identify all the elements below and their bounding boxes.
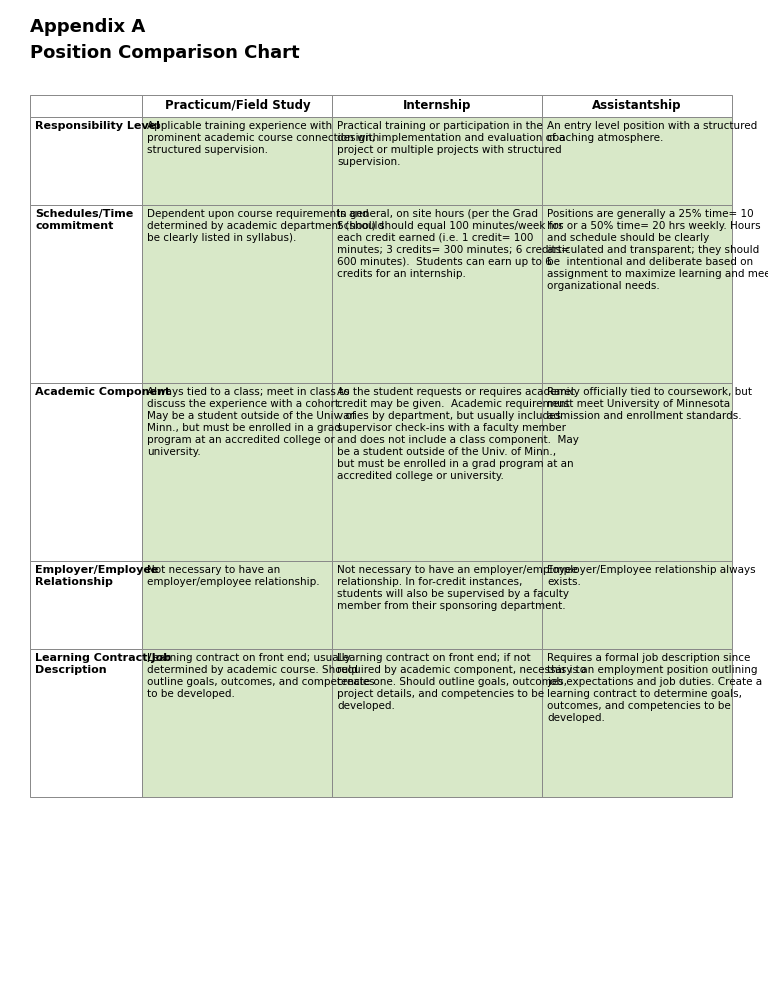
Bar bbox=[333, 561, 542, 649]
Bar bbox=[142, 383, 333, 561]
Text: Employer/Employee
Relationship: Employer/Employee Relationship bbox=[35, 565, 158, 586]
Text: Not necessary to have an employer/employee
relationship. In for-credit instances: Not necessary to have an employer/employ… bbox=[337, 565, 578, 611]
Bar bbox=[333, 117, 542, 205]
Text: Requires a formal job description since
this is an employment position outlining: Requires a formal job description since … bbox=[547, 653, 762, 723]
Bar bbox=[542, 649, 732, 797]
Bar bbox=[30, 117, 142, 205]
Bar bbox=[30, 649, 142, 797]
Text: Assistantship: Assistantship bbox=[592, 99, 682, 112]
Text: Responsibility Level: Responsibility Level bbox=[35, 121, 160, 131]
Bar bbox=[333, 95, 542, 117]
Text: Rarely officially tied to coursework, but
must meet University of Minnesota
admi: Rarely officially tied to coursework, bu… bbox=[547, 387, 752, 421]
Text: Learning Contract/Job
Description: Learning Contract/Job Description bbox=[35, 653, 171, 675]
Bar bbox=[333, 205, 542, 383]
Text: In general, on site hours (per the Grad
School) should equal 100 minutes/week fo: In general, on site hours (per the Grad … bbox=[337, 209, 571, 279]
Text: Learning contract on front end; if not
required by academic component, necessary: Learning contract on front end; if not r… bbox=[337, 653, 587, 711]
Text: An entry level position with a structured
coaching atmosphere.: An entry level position with a structure… bbox=[547, 121, 757, 143]
Bar bbox=[30, 561, 142, 649]
Bar bbox=[142, 117, 333, 205]
Bar bbox=[542, 117, 732, 205]
Text: Practical training or participation in the
design, implementation and evaluation: Practical training or participation in t… bbox=[337, 121, 566, 167]
Text: Not necessary to have an
employer/employee relationship.: Not necessary to have an employer/employ… bbox=[147, 565, 319, 587]
Bar bbox=[333, 383, 542, 561]
Text: Learning contract on front end; usually
determined by academic course. Should
ou: Learning contract on front end; usually … bbox=[147, 653, 375, 699]
Text: Internship: Internship bbox=[403, 99, 472, 112]
Text: Applicable training experience with
prominent academic course connection with
st: Applicable training experience with prom… bbox=[147, 121, 379, 155]
Bar bbox=[142, 95, 333, 117]
Text: Practicum/Field Study: Practicum/Field Study bbox=[164, 99, 310, 112]
Text: Dependent upon course requirements and
determined by academic department (should: Dependent upon course requirements and d… bbox=[147, 209, 384, 243]
Bar bbox=[30, 383, 142, 561]
Text: Employer/Employee relationship always
exists.: Employer/Employee relationship always ex… bbox=[547, 565, 756, 587]
Text: Always tied to a class; meet in class to
discuss the experience with a cohort.
M: Always tied to a class; meet in class to… bbox=[147, 387, 356, 457]
Text: Position Comparison Chart: Position Comparison Chart bbox=[30, 44, 300, 62]
Bar bbox=[30, 205, 142, 383]
Bar bbox=[333, 649, 542, 797]
Text: Academic Component: Academic Component bbox=[35, 387, 170, 397]
Text: As the student requests or requires academic
credit may be given.  Academic requ: As the student requests or requires acad… bbox=[337, 387, 579, 481]
Bar bbox=[542, 205, 732, 383]
Bar bbox=[142, 205, 333, 383]
Bar bbox=[142, 649, 333, 797]
Bar bbox=[542, 95, 732, 117]
Text: Schedules/Time
commitment: Schedules/Time commitment bbox=[35, 209, 134, 231]
Bar bbox=[542, 561, 732, 649]
Text: Positions are generally a 25% time= 10
hrs or a 50% time= 20 hrs weekly. Hours
a: Positions are generally a 25% time= 10 h… bbox=[547, 209, 768, 291]
Bar bbox=[542, 383, 732, 561]
Bar bbox=[30, 95, 142, 117]
Bar bbox=[142, 561, 333, 649]
Text: Appendix A: Appendix A bbox=[30, 18, 145, 36]
